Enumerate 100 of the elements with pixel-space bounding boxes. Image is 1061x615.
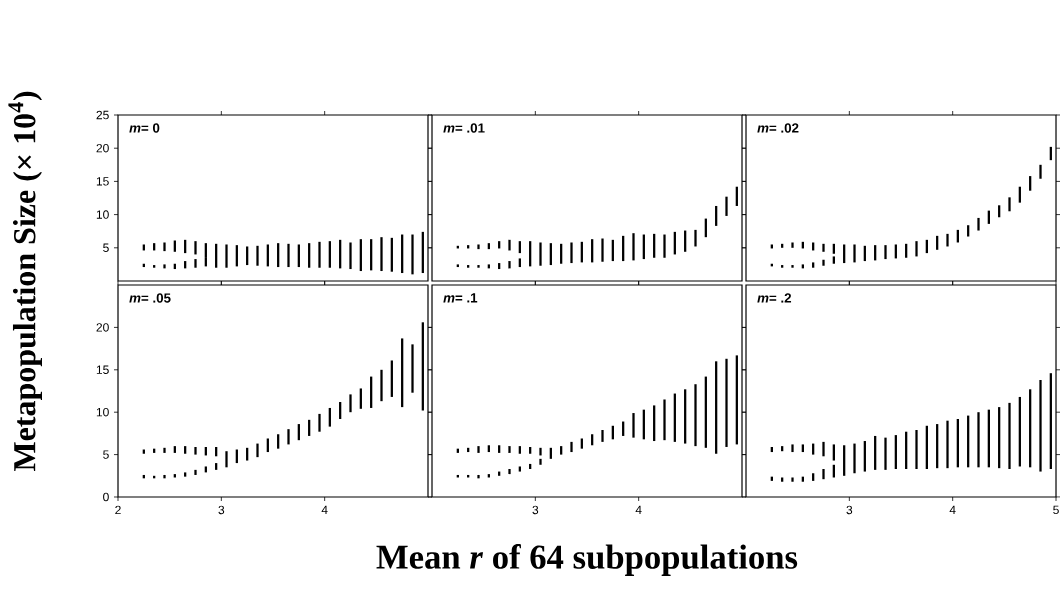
- bar: [946, 233, 949, 247]
- bar: [318, 241, 321, 268]
- y-axis-title: Metapopulation Size (× 10$^{4}$): [8, 91, 42, 472]
- bar: [570, 242, 573, 264]
- x-tick-label: 3: [846, 505, 853, 515]
- bar: [601, 238, 604, 262]
- bar: [832, 444, 835, 461]
- x-tick-label: 4: [635, 505, 642, 514]
- bar: [884, 245, 887, 260]
- bar: [467, 265, 470, 268]
- bar: [822, 259, 825, 266]
- bar: [411, 344, 414, 393]
- bar: [163, 474, 166, 479]
- bar: [632, 413, 635, 438]
- bar: [225, 451, 228, 468]
- bar: [173, 446, 176, 453]
- bar: [1008, 402, 1011, 470]
- bar: [580, 438, 583, 449]
- bar: [946, 420, 949, 469]
- bar: [194, 241, 197, 255]
- bar: [349, 242, 352, 270]
- bar: [843, 445, 846, 476]
- bar: [977, 412, 980, 468]
- bar: [456, 264, 459, 268]
- bar: [349, 394, 352, 413]
- bar: [477, 244, 480, 250]
- bar: [508, 239, 511, 251]
- bar: [194, 469, 197, 475]
- bar: [663, 399, 666, 441]
- bar: [822, 441, 825, 457]
- bar: [560, 446, 563, 455]
- bar: [318, 413, 321, 432]
- y-tick-label: 15: [96, 177, 109, 186]
- bar: [256, 245, 259, 266]
- x-tick-label: 2: [115, 505, 121, 515]
- annotation: m= .1: [443, 293, 478, 303]
- bar: [487, 445, 490, 453]
- y-tick-label: 20: [96, 323, 109, 332]
- bar: [863, 441, 866, 472]
- bar: [781, 265, 784, 268]
- x-tick-label: 3: [532, 505, 539, 515]
- bar: [328, 407, 331, 427]
- bar: [539, 242, 542, 266]
- bar: [884, 437, 887, 470]
- bar: [725, 358, 728, 447]
- bar: [832, 256, 835, 264]
- bar: [822, 243, 825, 252]
- bar: [287, 243, 290, 268]
- bar: [791, 477, 794, 482]
- bar: [663, 234, 666, 258]
- bar: [477, 474, 480, 479]
- bar: [518, 446, 521, 454]
- bar: [194, 259, 197, 268]
- bar: [256, 443, 259, 458]
- y-tick-label: 20: [96, 143, 109, 153]
- bar: [477, 446, 480, 453]
- bar: [632, 233, 635, 261]
- bar: [477, 265, 480, 268]
- x-tick-label: 3: [218, 505, 225, 515]
- bar: [791, 242, 794, 248]
- y-tick-label: 5: [103, 243, 109, 252]
- bar: [725, 196, 728, 216]
- bar: [215, 463, 218, 470]
- bar: [539, 447, 542, 456]
- bar: [539, 458, 542, 465]
- y-tick-label: 10: [96, 407, 109, 417]
- bar: [194, 446, 197, 455]
- bar: [246, 447, 249, 461]
- annotation: m= 0: [129, 123, 160, 133]
- bar: [498, 445, 501, 453]
- bar: [822, 469, 825, 480]
- x-axis-title: Mean r of 64 subpopulations: [376, 544, 798, 576]
- bar: [297, 244, 300, 268]
- bar: [380, 369, 383, 402]
- bar: [915, 430, 918, 470]
- annotation: m= .01: [443, 123, 485, 133]
- y-tick-label: 0: [103, 492, 109, 502]
- y-tick-label: 5: [103, 450, 109, 459]
- bar: [853, 244, 856, 263]
- bar: [163, 242, 166, 252]
- bar: [204, 466, 207, 473]
- bar: [781, 477, 784, 482]
- bar: [246, 246, 249, 266]
- bar: [601, 430, 604, 442]
- bar: [380, 237, 383, 272]
- bar: [153, 265, 156, 268]
- bar: [184, 472, 187, 477]
- bar: [328, 241, 331, 268]
- bar: [967, 225, 970, 237]
- bar: [287, 429, 290, 445]
- bar: [977, 217, 980, 231]
- bar: [570, 441, 573, 453]
- bar: [225, 244, 228, 268]
- x-tick-label: 4: [949, 505, 956, 514]
- bar: [1029, 176, 1032, 191]
- bar: [184, 446, 187, 454]
- bar: [1039, 379, 1042, 472]
- annotation: m= .05: [129, 293, 171, 303]
- bar: [812, 262, 815, 268]
- bar: [359, 388, 362, 409]
